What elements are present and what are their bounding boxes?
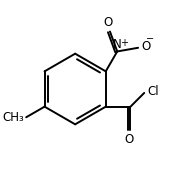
Text: O: O xyxy=(104,16,113,29)
Text: −: − xyxy=(146,34,154,44)
Text: O: O xyxy=(142,40,151,53)
Text: O: O xyxy=(125,133,134,146)
Text: Cl: Cl xyxy=(148,85,159,98)
Text: N: N xyxy=(113,38,122,51)
Text: CH₃: CH₃ xyxy=(3,111,24,124)
Text: +: + xyxy=(120,38,128,48)
